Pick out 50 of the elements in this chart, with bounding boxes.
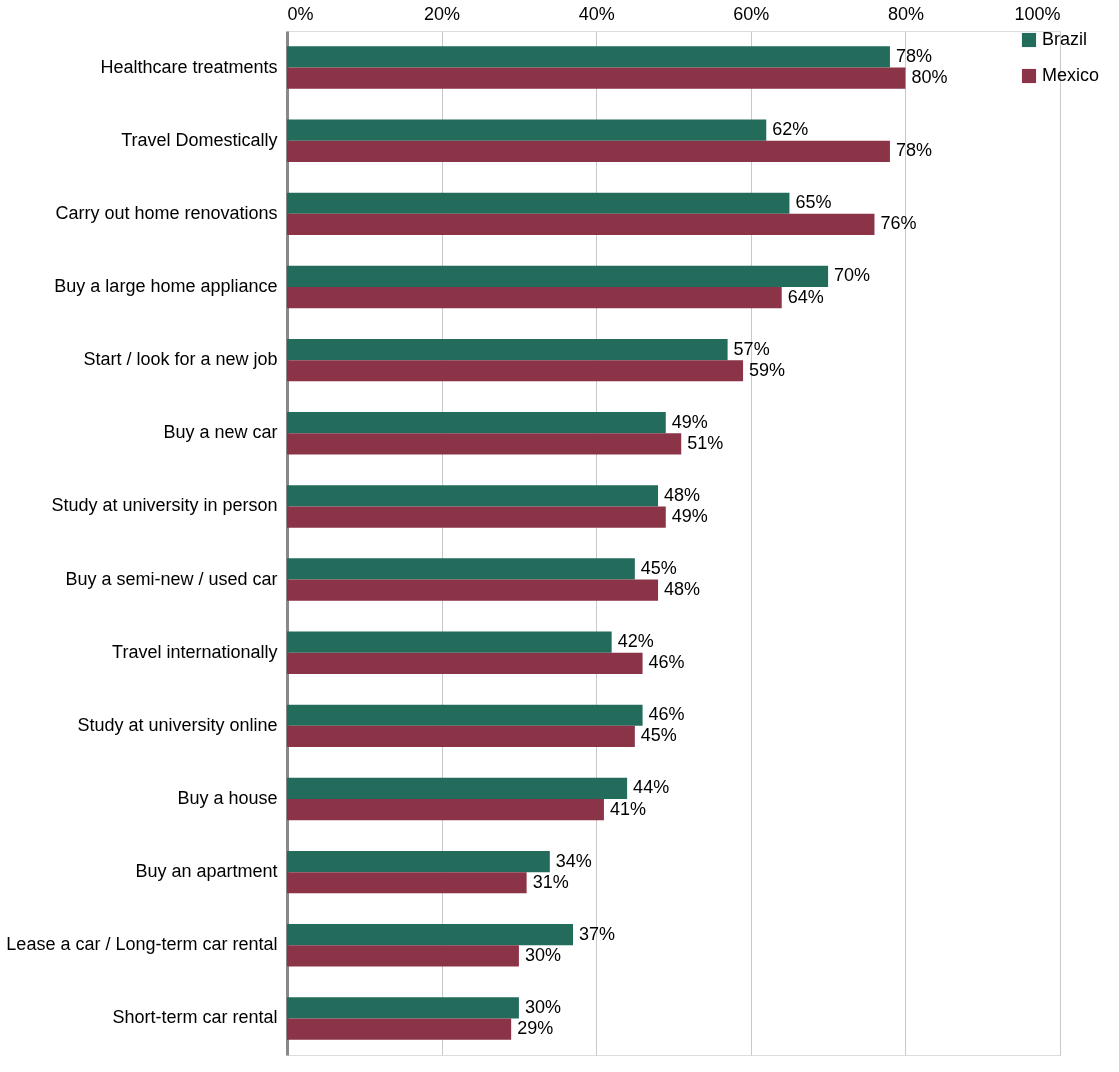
data-label: 30% bbox=[524, 996, 561, 1017]
data-label: 64% bbox=[787, 286, 824, 307]
y-tick-label: Start / look for a new job bbox=[83, 349, 278, 370]
data-label: 34% bbox=[555, 850, 592, 871]
legend-label: Brazil bbox=[1042, 29, 1088, 49]
y-tick-label: Short-term car rental bbox=[112, 1007, 278, 1028]
x-tick-label: 100% bbox=[1014, 3, 1061, 24]
data-label: 45% bbox=[640, 725, 677, 746]
data-label: 70% bbox=[834, 265, 871, 286]
data-label: 59% bbox=[749, 359, 786, 380]
y-tick-label: Study at university online bbox=[77, 714, 278, 735]
data-label: 45% bbox=[640, 557, 677, 578]
y-tick-label: Travel Domestically bbox=[121, 129, 278, 150]
y-tick-label: Healthcare treatments bbox=[100, 56, 278, 77]
data-label: 30% bbox=[524, 944, 561, 965]
data-label: 44% bbox=[633, 777, 670, 798]
data-label: 49% bbox=[671, 506, 708, 527]
y-tick-label: Buy an apartment bbox=[135, 861, 278, 882]
data-label: 48% bbox=[664, 484, 701, 505]
data-label: 48% bbox=[664, 579, 701, 600]
data-label: 46% bbox=[648, 652, 685, 673]
y-tick-label: Lease a car / Long-term car rental bbox=[6, 934, 278, 955]
data-label: 62% bbox=[772, 119, 809, 140]
data-label: 31% bbox=[532, 871, 569, 892]
x-tick-label: 80% bbox=[887, 3, 924, 24]
data-label: 42% bbox=[617, 631, 654, 652]
data-label: 41% bbox=[609, 798, 646, 819]
data-label: 29% bbox=[517, 1018, 554, 1039]
x-tick-label: 40% bbox=[578, 3, 615, 24]
data-label: 76% bbox=[880, 213, 917, 234]
y-tick-label: Buy a large home appliance bbox=[54, 276, 278, 296]
data-label: 78% bbox=[895, 45, 932, 66]
data-label: 37% bbox=[579, 923, 616, 944]
x-tick-label: 20% bbox=[424, 3, 461, 24]
data-label: 49% bbox=[671, 411, 708, 432]
data-label: 78% bbox=[895, 140, 932, 161]
y-tick-label: Buy a new car bbox=[163, 422, 278, 443]
y-tick-label: Travel internationally bbox=[112, 641, 278, 662]
x-tick-label: 0% bbox=[287, 3, 314, 24]
y-tick-label: Buy a semi-new / used car bbox=[65, 568, 278, 589]
data-label: 65% bbox=[795, 192, 832, 213]
y-tick-label: Buy a house bbox=[177, 788, 278, 808]
data-label: 57% bbox=[733, 338, 770, 359]
data-label: 80% bbox=[911, 67, 948, 88]
legend-label: Mexico bbox=[1042, 65, 1100, 85]
y-tick-label: Carry out home renovations bbox=[55, 202, 278, 223]
data-label: 46% bbox=[648, 704, 685, 725]
data-label: 51% bbox=[687, 432, 724, 453]
y-tick-label: Study at university in person bbox=[51, 495, 278, 516]
x-tick-label: 60% bbox=[733, 3, 770, 24]
